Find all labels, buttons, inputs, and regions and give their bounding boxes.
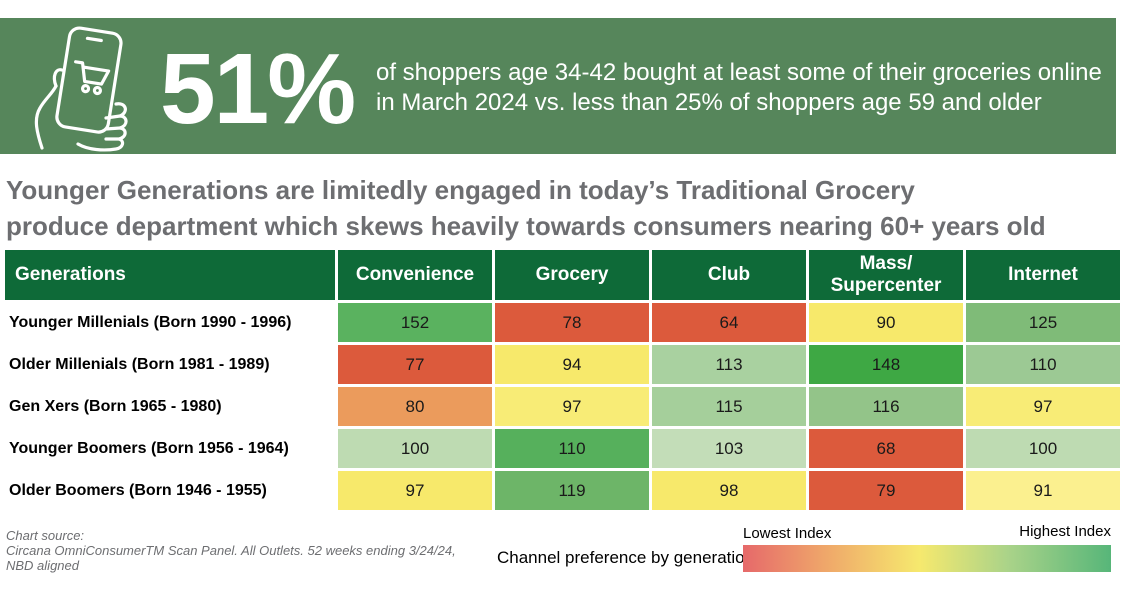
legend-lowest-label: Lowest Index: [743, 525, 832, 542]
heatmap-cell: 80: [338, 387, 492, 426]
stat-value: 51%: [160, 33, 356, 145]
column-header-grocery: Grocery: [495, 250, 649, 300]
heatmap-cell: 78: [495, 303, 649, 342]
stat-description-line1: of shoppers age 34-42 bought at least so…: [376, 59, 1102, 86]
table-row: Older Millenials (Born 1981 - 1989) 77 9…: [5, 345, 1120, 384]
table-row: Gen Xers (Born 1965 - 1980) 80 97 115 11…: [5, 387, 1120, 426]
page-title: Younger Generations are limitedly engage…: [6, 172, 1046, 244]
heatmap-cell: 97: [495, 387, 649, 426]
heatmap-cell: 115: [652, 387, 806, 426]
chart-source-line1: Chart source:: [6, 528, 85, 543]
phone-shopping-cart-in-hand-icon: [34, 26, 128, 152]
row-label: Older Boomers (Born 1946 - 1955): [5, 471, 335, 510]
column-header-mass-supercenter: Mass/ Supercenter: [809, 250, 963, 300]
heatmap-cell: 98: [652, 471, 806, 510]
row-label: Gen Xers (Born 1965 - 1980): [5, 387, 335, 426]
heatmap-cell: 100: [338, 429, 492, 468]
heatmap-cell: 68: [809, 429, 963, 468]
stat-banner: 51% of shoppers age 34-42 bought at leas…: [0, 18, 1116, 154]
heatmap-cell: 100: [966, 429, 1120, 468]
heatmap-cell: 90: [809, 303, 963, 342]
generation-channel-heatmap: Generations Convenience Grocery Club Mas…: [2, 247, 1123, 513]
heatmap-cell: 94: [495, 345, 649, 384]
table-row: Younger Millenials (Born 1990 - 1996) 15…: [5, 303, 1120, 342]
stat-description: of shoppers age 34-42 bought at least so…: [376, 58, 1102, 118]
row-label: Older Millenials (Born 1981 - 1989): [5, 345, 335, 384]
heatmap-cell: 148: [809, 345, 963, 384]
column-header-club: Club: [652, 250, 806, 300]
heatmap-cell: 110: [966, 345, 1120, 384]
legend-gradient-bar: [743, 545, 1111, 572]
chart-source-line3: NBD aligned: [6, 558, 79, 573]
heatmap-cell: 113: [652, 345, 806, 384]
row-label: Younger Millenials (Born 1990 - 1996): [5, 303, 335, 342]
heatmap-cell: 64: [652, 303, 806, 342]
heatmap-cell: 119: [495, 471, 649, 510]
legend-caption: Channel preference by generation >: [497, 548, 769, 567]
heatmap-cell: 152: [338, 303, 492, 342]
header-row: Generations Convenience Grocery Club Mas…: [5, 250, 1120, 300]
column-header-convenience: Convenience: [338, 250, 492, 300]
page-title-line1: Younger Generations are limitedly engage…: [6, 175, 915, 205]
legend-highest-label: Highest Index: [1019, 523, 1111, 540]
column-header-internet: Internet: [966, 250, 1120, 300]
column-header-generations: Generations: [5, 250, 335, 300]
stat-description-line2: in March 2024 vs. less than 25% of shopp…: [376, 89, 1042, 116]
table-row: Younger Boomers (Born 1956 - 1964) 100 1…: [5, 429, 1120, 468]
row-label: Younger Boomers (Born 1956 - 1964): [5, 429, 335, 468]
heatmap-cell: 77: [338, 345, 492, 384]
heatmap-cell: 103: [652, 429, 806, 468]
heatmap-cell: 97: [338, 471, 492, 510]
heatmap-cell: 116: [809, 387, 963, 426]
table-row: Older Boomers (Born 1946 - 1955) 97 119 …: [5, 471, 1120, 510]
heatmap-cell: 79: [809, 471, 963, 510]
heatmap-cell: 125: [966, 303, 1120, 342]
heatmap-cell: 97: [966, 387, 1120, 426]
chart-source-note: Chart source: Circana OmniConsumerTM Sca…: [6, 528, 456, 573]
page-title-line2: produce department which skews heavily t…: [6, 211, 1046, 241]
chart-source-line2: Circana OmniConsumerTM Scan Panel. All O…: [6, 543, 456, 558]
heatmap-cell: 91: [966, 471, 1120, 510]
heatmap-cell: 110: [495, 429, 649, 468]
